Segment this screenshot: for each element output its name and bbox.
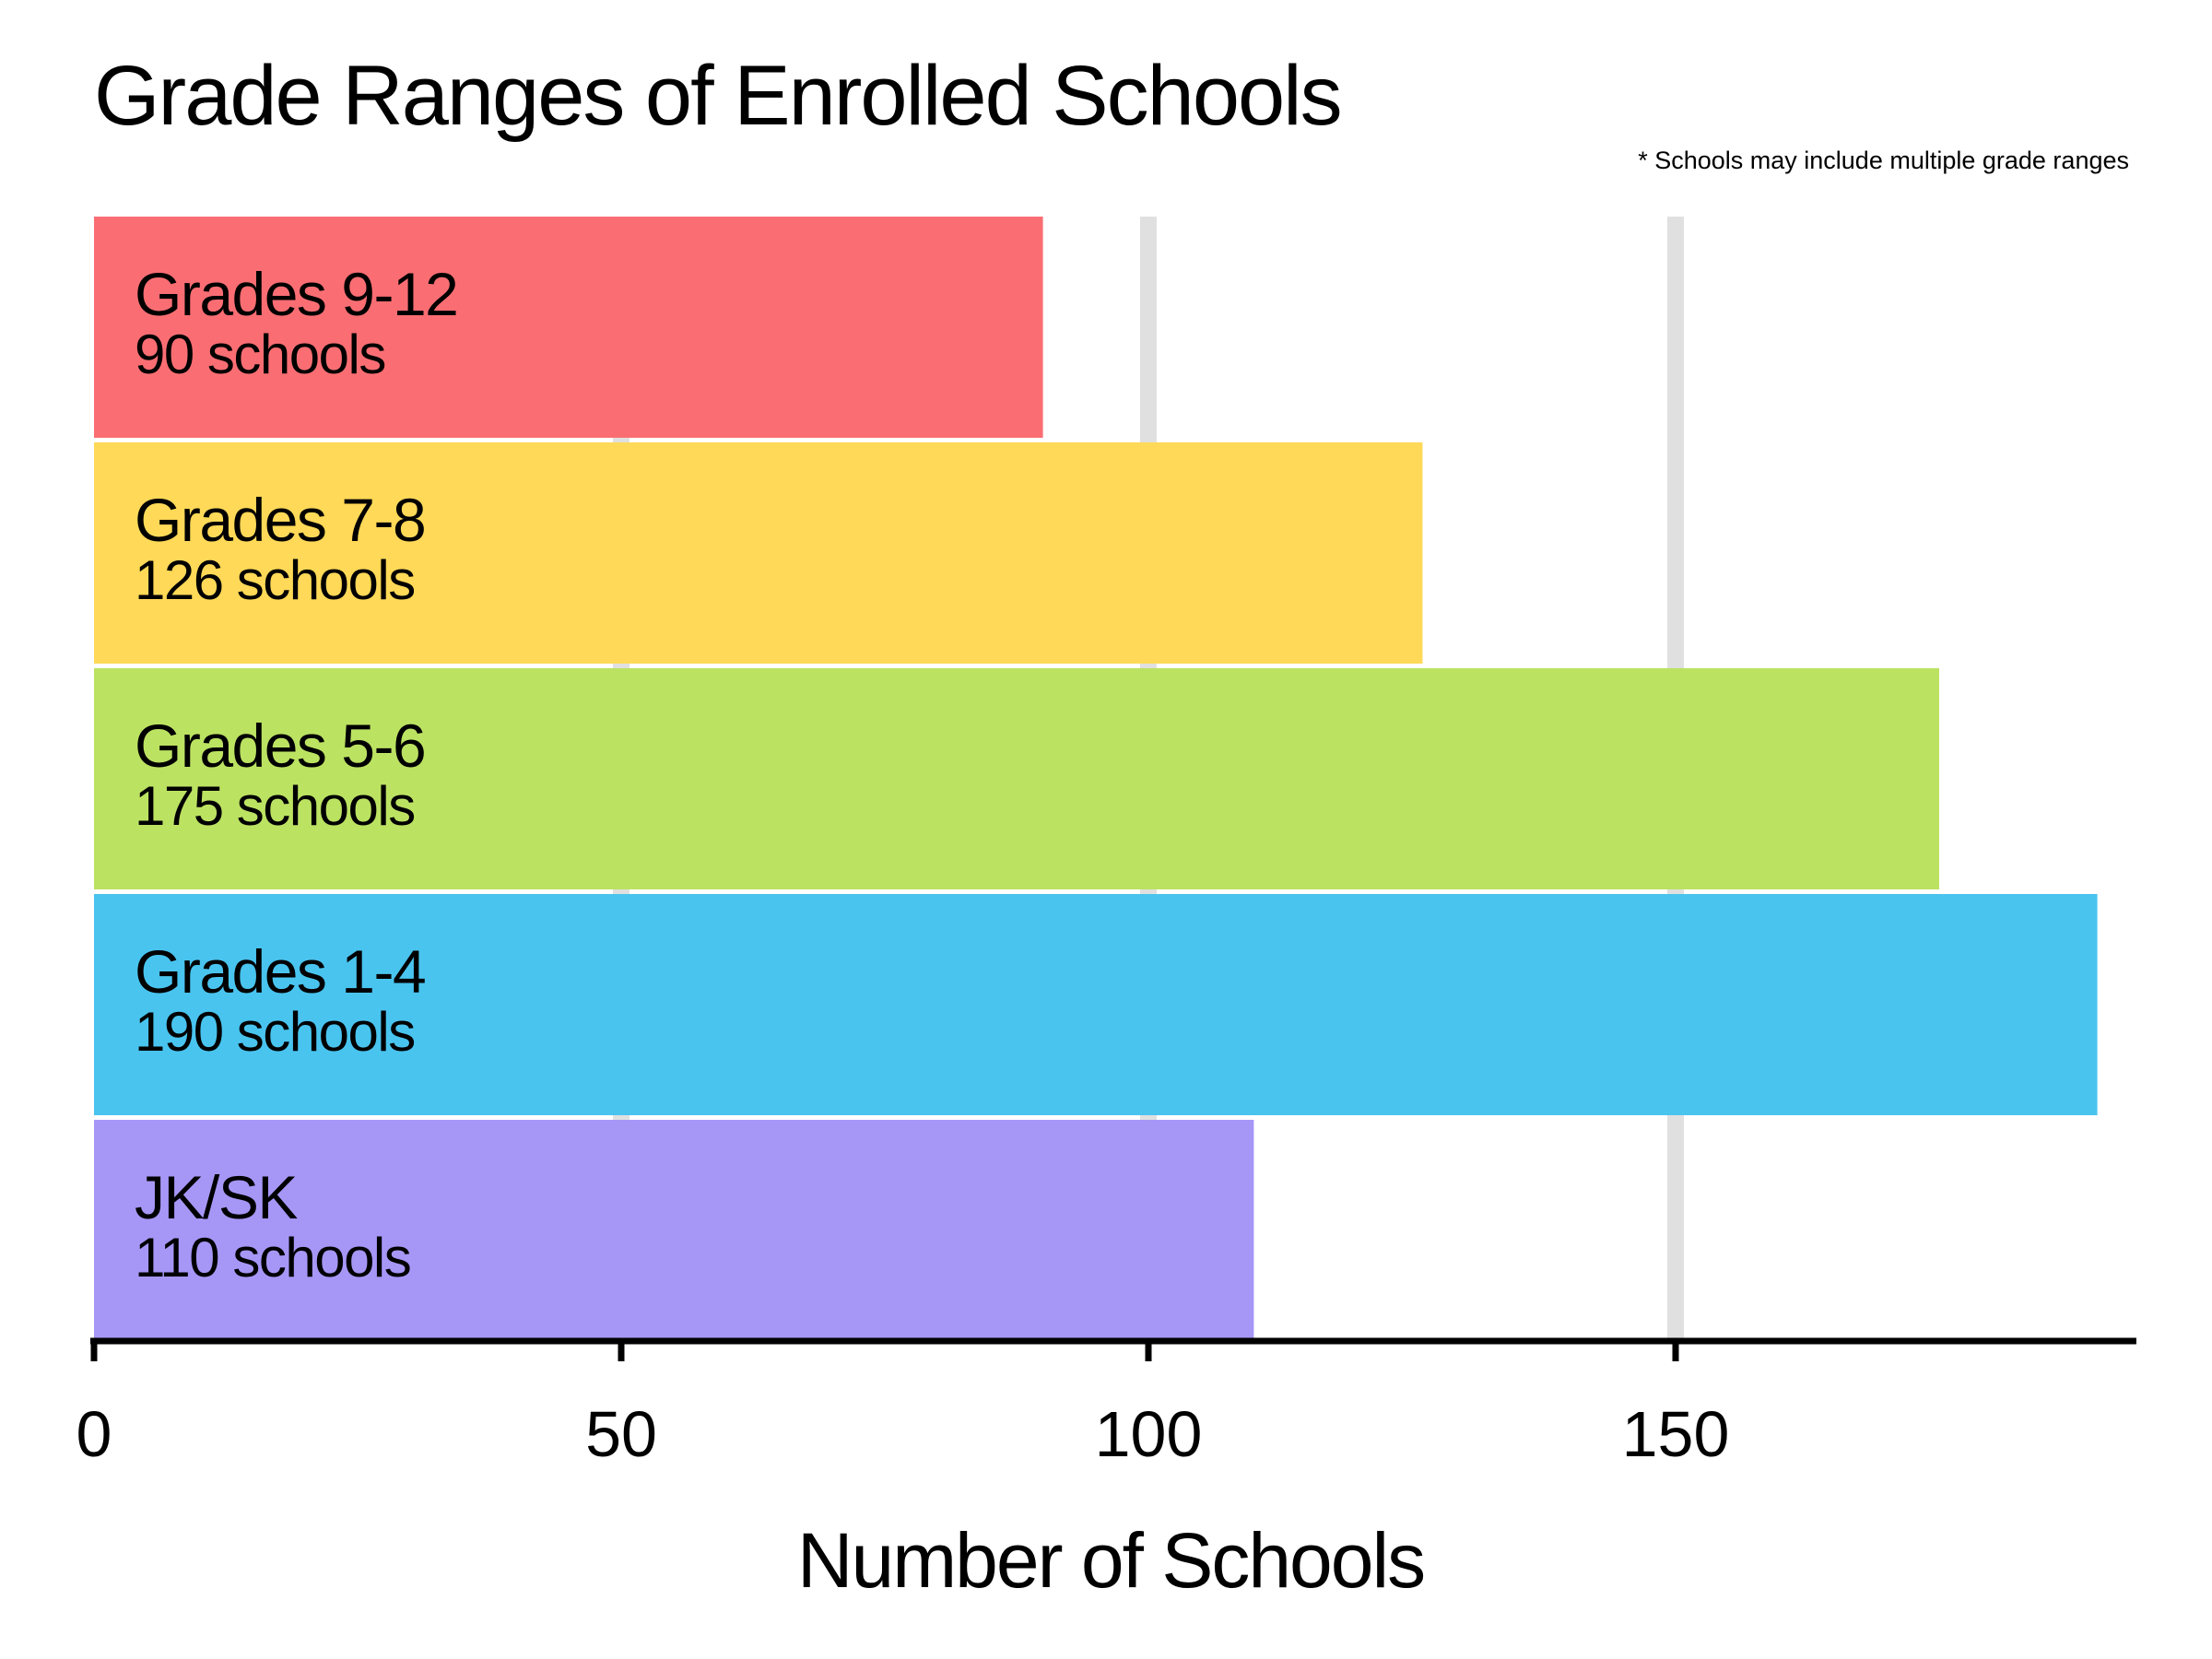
bar-label: JK/SK [135, 1163, 298, 1231]
x-tick-label: 150 [1622, 1398, 1730, 1470]
bar [94, 894, 2098, 1115]
bar [94, 668, 1939, 889]
x-axis: 0 50 100 150 [76, 1337, 2136, 1470]
bar-value-label: 110 schools [135, 1227, 410, 1288]
bar-label: Grades 5-6 [135, 712, 425, 780]
bar-value-label: 126 schools [135, 549, 415, 611]
bar-value-label: 190 schools [135, 1001, 415, 1063]
bar [94, 217, 1043, 438]
chart-title: Grade Ranges of Enrolled Schools [94, 49, 1341, 143]
bar [94, 442, 1423, 664]
chart-footnote: * Schools may include multiple grade ran… [1638, 147, 2129, 174]
bar-value-label: 175 schools [135, 775, 415, 837]
bar-label: Grades 7-8 [135, 486, 425, 554]
x-tick-label: 50 [585, 1398, 657, 1470]
x-axis-label: Number of Schools [797, 1517, 1424, 1604]
bar-label: Grades 1-4 [135, 937, 425, 1006]
x-tick-label: 0 [76, 1398, 112, 1470]
x-tick-label: 100 [1095, 1398, 1203, 1470]
bar [94, 1120, 1254, 1341]
bar-value-label: 90 schools [135, 324, 385, 385]
bar-label: Grades 9-12 [135, 260, 457, 328]
